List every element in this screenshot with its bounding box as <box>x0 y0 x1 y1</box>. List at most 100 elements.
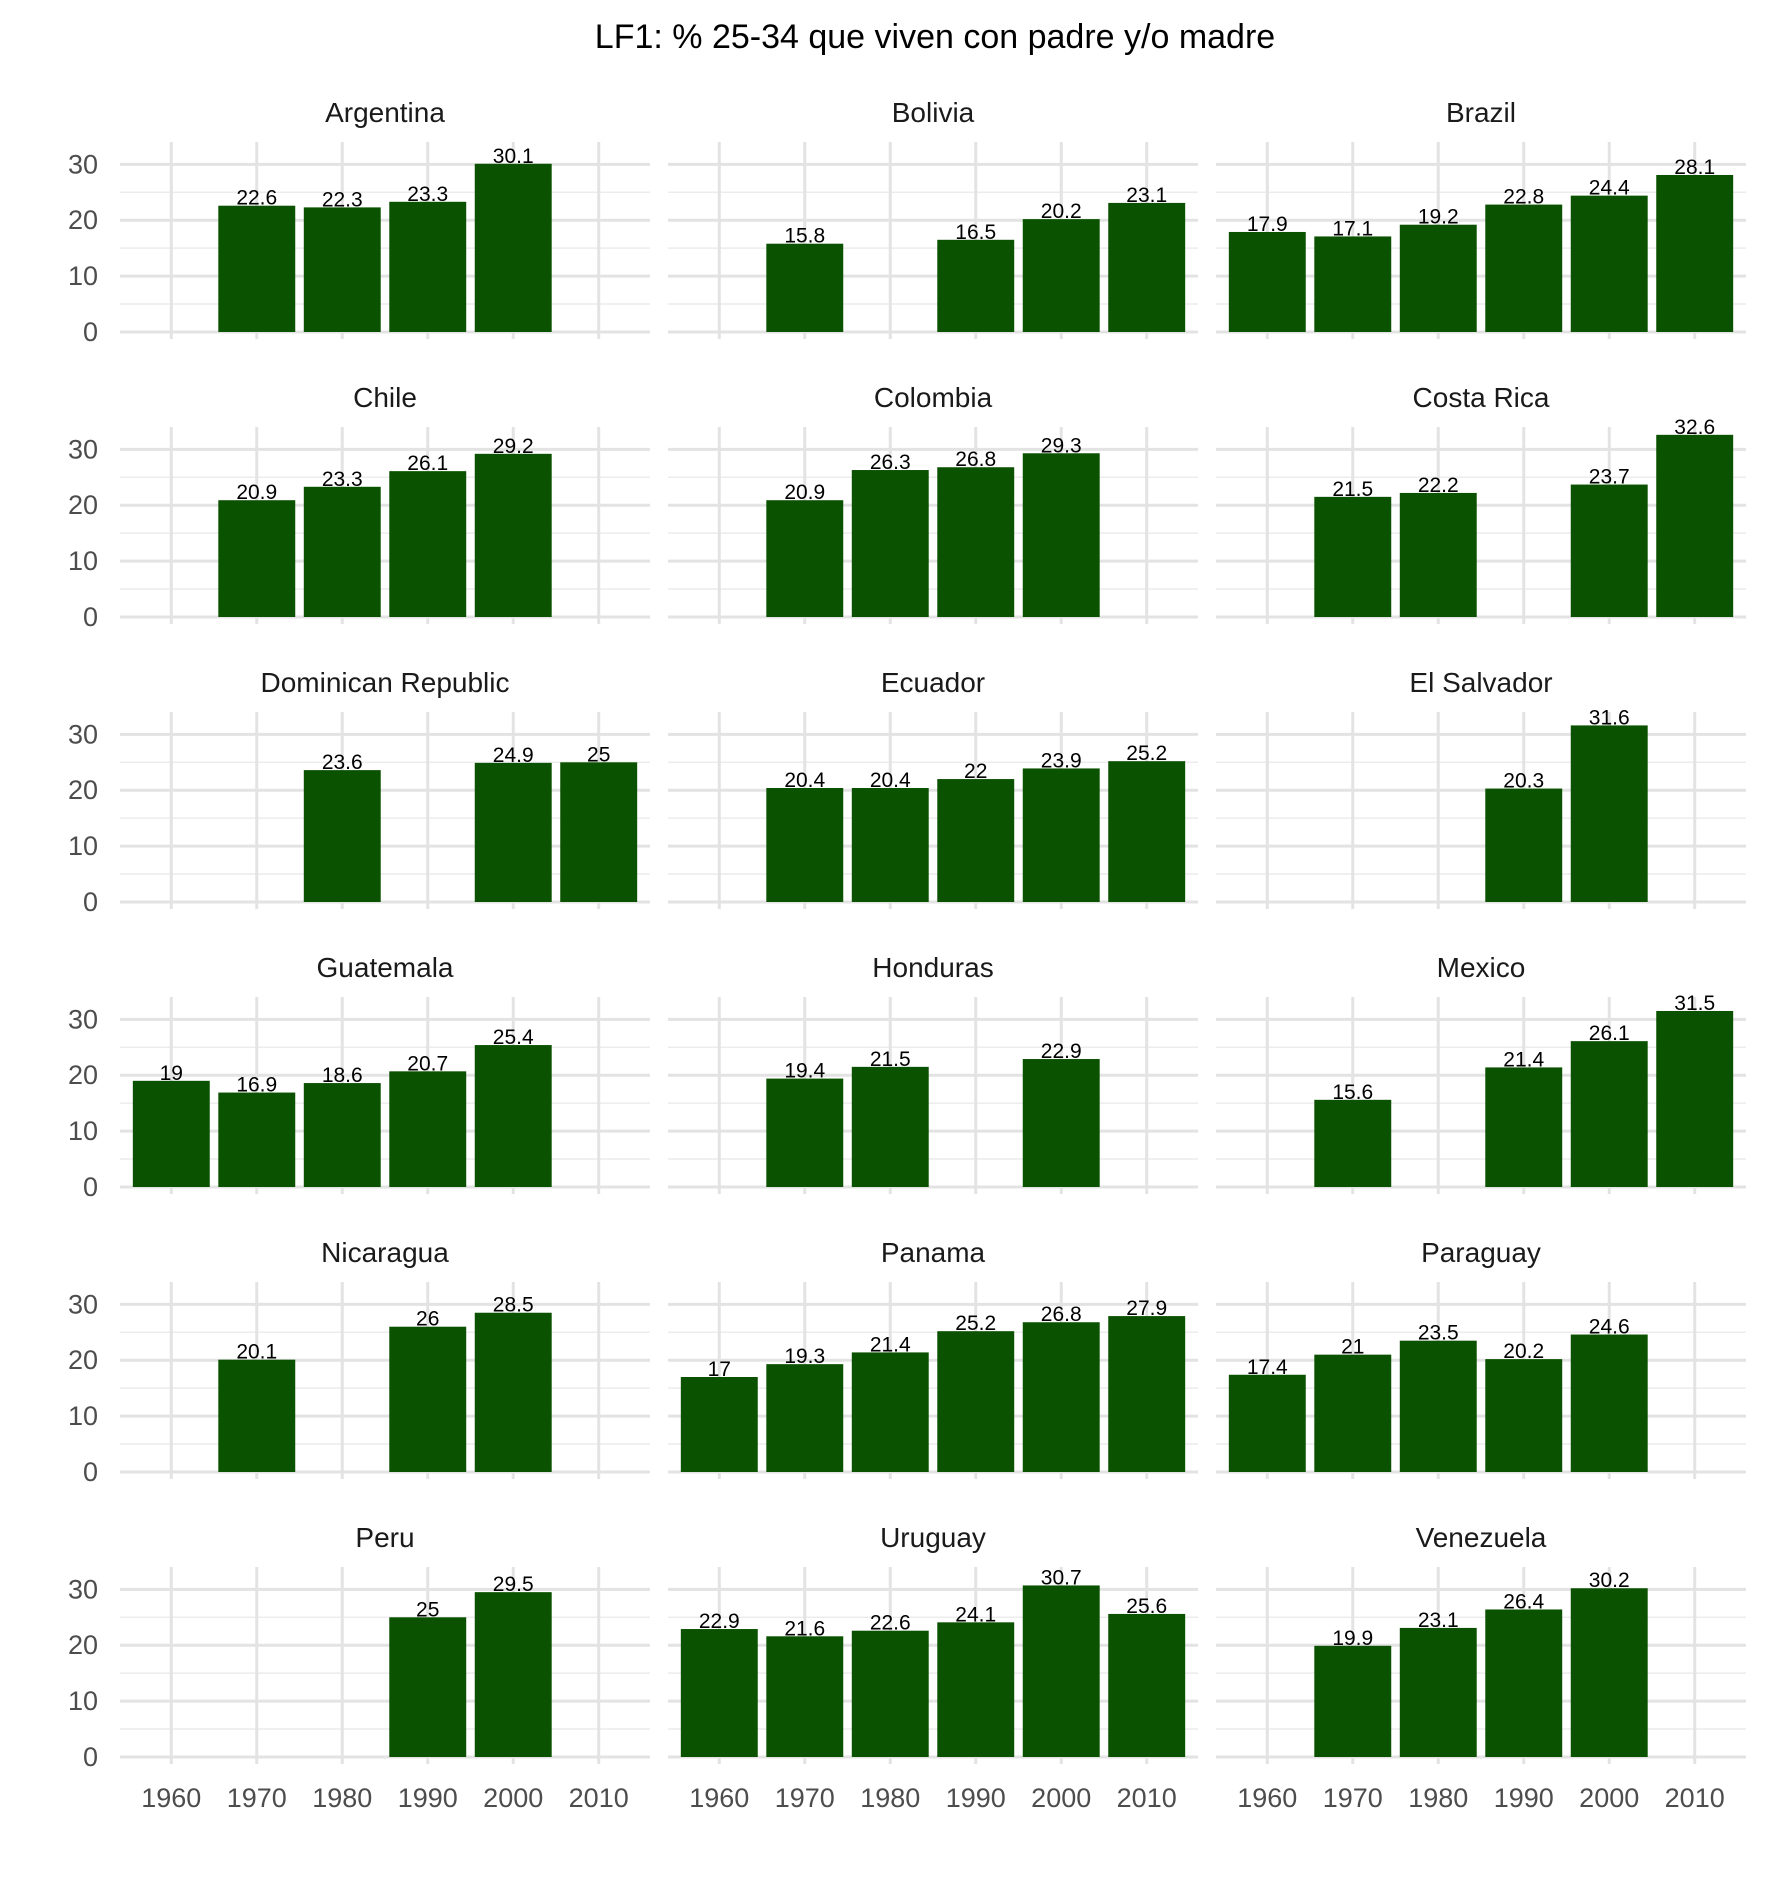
bar <box>1228 1374 1306 1472</box>
bar-value-label: 24.4 <box>1589 177 1630 200</box>
bar <box>851 1630 929 1757</box>
bar <box>1022 1322 1100 1472</box>
bar-value-label: 29.5 <box>493 1573 534 1596</box>
facet-title: Costa Rica <box>1413 382 1550 413</box>
bar <box>389 1071 467 1187</box>
bar <box>303 1083 381 1187</box>
bar-value-label: 21 <box>1341 1336 1364 1359</box>
bar <box>389 471 467 617</box>
facet-panel: Brazil 17.9 17.1 19.2 22.8 24.4 28.1 <box>1216 97 1746 339</box>
bar <box>389 1617 467 1757</box>
bar <box>389 1326 467 1472</box>
bar <box>1570 725 1648 902</box>
bar <box>1485 1359 1563 1472</box>
facet-panel: Chile 0 10 20 30 20.9 23.3 26.1 29.2 <box>68 382 650 632</box>
bar <box>1570 484 1648 617</box>
bar <box>766 1636 844 1757</box>
bar-value-label: 22.9 <box>1041 1040 1082 1063</box>
chart-title: LF1: % 25-34 que viven con padre y/o mad… <box>595 18 1275 56</box>
facet-title: Brazil <box>1446 97 1516 128</box>
facet-title: Venezuela <box>1416 1522 1547 1553</box>
x-tick-label: 2010 <box>1117 1783 1177 1813</box>
bar <box>1485 1067 1563 1187</box>
bar-value-label: 18.6 <box>322 1064 363 1087</box>
bar <box>474 1312 552 1472</box>
bar <box>1314 1354 1392 1472</box>
facet-title: Colombia <box>874 382 993 413</box>
y-tick-label: 10 <box>68 546 98 576</box>
bar <box>303 207 381 332</box>
bar-value-label: 21.4 <box>870 1333 911 1356</box>
bar <box>1399 1340 1477 1472</box>
x-tick-label: 1990 <box>1494 1783 1554 1813</box>
bar <box>218 1092 296 1187</box>
bar <box>1108 202 1186 332</box>
bar <box>937 779 1015 902</box>
facet-title: Guatemala <box>317 952 454 983</box>
bar-value-label: 30.1 <box>493 145 534 168</box>
bar-value-label: 24.1 <box>955 1603 996 1626</box>
bar <box>303 770 381 902</box>
x-tick-label: 1990 <box>398 1783 458 1813</box>
facet-panel: Paraguay 17.4 21 23.5 20.2 24.6 <box>1216 1237 1746 1479</box>
y-tick-label: 30 <box>68 719 98 749</box>
bar <box>474 762 552 902</box>
bar <box>474 1592 552 1757</box>
bar <box>560 762 638 902</box>
bar <box>766 788 844 902</box>
bar-value-label: 23.3 <box>322 468 363 491</box>
y-tick-label: 10 <box>68 831 98 861</box>
bar <box>1314 496 1392 617</box>
bar-value-label: 17.9 <box>1247 213 1288 236</box>
facet-panel: Argentina 0 10 20 30 22.6 22.3 23.3 30.1 <box>68 97 650 347</box>
bar-value-label: 20.9 <box>236 481 277 504</box>
bar <box>1108 1316 1186 1472</box>
x-tick-label: 1970 <box>1323 1783 1383 1813</box>
y-tick-label: 30 <box>68 1574 98 1604</box>
bar-value-label: 20.2 <box>1041 200 1082 223</box>
facet-panel: Bolivia 15.8 16.5 20.2 23.1 <box>668 97 1198 339</box>
facet-title: Mexico <box>1437 952 1526 983</box>
y-tick-label: 30 <box>68 1289 98 1319</box>
y-tick-label: 30 <box>68 434 98 464</box>
facet-panel: Uruguay 1960 1970 1980 1990 2000 2010 22.9 21.6 2… <box>668 1522 1198 1813</box>
bar-value-label: 22.6 <box>870 1612 911 1635</box>
bar <box>218 205 296 332</box>
bar-value-label: 17.4 <box>1247 1356 1288 1379</box>
bar <box>937 239 1015 332</box>
bar <box>1570 1588 1648 1757</box>
bar-value-label: 20.7 <box>407 1052 448 1075</box>
facet-panel: Dominican Republic 0 10 20 30 23.6 24.9 25 <box>68 667 650 917</box>
facet-title: Peru <box>355 1522 414 1553</box>
facet-panel: Nicaragua 0 10 20 30 20.1 26 28.5 <box>68 1237 650 1487</box>
bar-value-label: 23.1 <box>1418 1609 1459 1632</box>
y-tick-label: 10 <box>68 261 98 291</box>
bar-value-label: 26.8 <box>955 448 996 471</box>
facet-panel: Guatemala 0 10 20 30 19 16.9 18.6 20.7 25.4 <box>68 952 650 1202</box>
facet-title: Dominican Republic <box>260 667 509 698</box>
bar-value-label: 20.9 <box>784 481 825 504</box>
facet-panel: Mexico 15.6 21.4 26.1 31.5 <box>1216 952 1746 1194</box>
y-tick-label: 0 <box>83 602 98 632</box>
bar-value-label: 15.6 <box>1332 1081 1373 1104</box>
facet-title: Honduras <box>872 952 993 983</box>
bar <box>1485 1609 1563 1757</box>
facet-title: Uruguay <box>880 1522 986 1553</box>
bar-value-label: 19.2 <box>1418 206 1459 229</box>
bar-value-label: 16.5 <box>955 221 996 244</box>
facet-title: Ecuador <box>881 667 985 698</box>
bar-value-label: 32.6 <box>1674 416 1715 439</box>
bar-value-label: 23.7 <box>1589 466 1630 489</box>
bar-value-label: 26.4 <box>1503 1590 1544 1613</box>
bar <box>1022 453 1100 617</box>
bar-value-label: 21.5 <box>870 1048 911 1071</box>
bar-value-label: 23.1 <box>1126 184 1167 207</box>
bar-value-label: 31.6 <box>1589 706 1630 729</box>
bar <box>1314 1099 1392 1187</box>
bar-value-label: 20.4 <box>784 769 825 792</box>
bar <box>851 788 929 902</box>
bar <box>1570 195 1648 332</box>
bar <box>1108 761 1186 902</box>
